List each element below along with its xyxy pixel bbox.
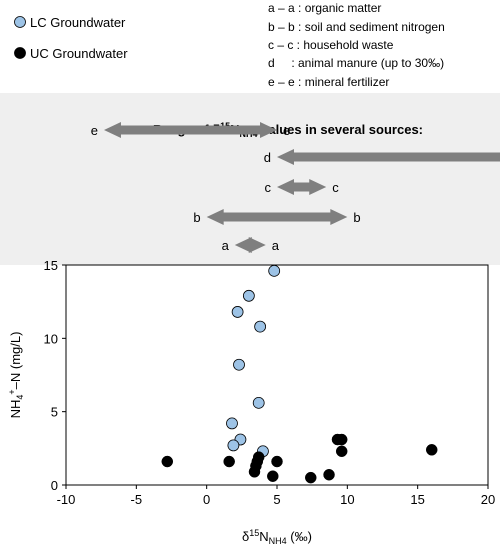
uc-groundwater-point [248,466,261,478]
source-range-label-a: a [222,238,230,253]
source-key-d: d : animal manure (up to 30‰) [268,56,444,70]
source-range-label-d: d [264,150,271,165]
x-axis-label: δ15NNH4 (‰) [242,528,312,546]
lc-groundwater-point [233,358,245,371]
lc-groundwater-point [254,320,267,333]
source-range-label-a: a [272,238,280,253]
uc-groundwater-point [267,470,279,482]
lc-groundwater-point [268,264,281,277]
source-range-arrow-d [277,149,500,165]
lc-groundwater-point [226,417,238,430]
source-range-label-e: e [91,123,98,138]
uc-groundwater-point [271,455,283,468]
lc-groundwater-point [242,289,255,302]
y-tick-label: 15 [44,258,58,273]
source-key-a: a – a : organic matter [268,1,381,15]
source-range-panel [0,93,500,265]
source-range-label-c: c [332,180,339,195]
source-key-c: c – c : household waste [268,38,394,52]
uc-groundwater-point [305,471,317,484]
uc-groundwater-point [223,455,235,468]
x-tick-label: -5 [131,492,143,507]
plot-frame [65,264,489,486]
source-range-label-e: e [283,123,290,138]
x-tick-label: 15 [410,492,424,507]
legend: LC Groundwater UC Groundwater [14,15,128,61]
x-tick-label: 0 [203,492,210,507]
source-key-b: b – b : soil and sediment nitrogen [268,20,445,34]
lc-groundwater-point [231,306,244,318]
source-range-arrow-b [206,209,348,225]
x-tick-label: 20 [481,492,495,507]
x-axis-ticks: -10 -5 0 5 10 15 20 [57,485,495,507]
source-range-label-c: c [265,180,272,195]
x-tick-label: -10 [57,492,76,507]
legend-marker-uc [14,47,26,59]
source-range-arrow-e [103,122,277,138]
uc-groundwater-point [425,444,438,456]
x-tick-label: 5 [273,492,280,507]
source-range-label-b: b [353,210,360,225]
legend-label-uc: UC Groundwater [30,46,128,61]
y-axis-ticks: 0 5 10 15 [44,258,66,493]
y-tick-label: 5 [51,405,58,420]
y-tick-label: 10 [44,331,58,346]
source-key: a – a : organic matter b – b : soil and … [268,1,445,89]
source-range-arrow-a [234,237,266,253]
uc-groundwater-point [335,433,348,446]
source-range-arrow-c [277,179,327,195]
legend-marker-lc [14,16,26,28]
lc-groundwater-point [227,439,240,452]
uc-groundwater-point [323,468,335,481]
lc-groundwater-point [252,396,265,409]
source-range-arrows: e edc cb ba a [91,122,500,253]
y-tick-label: 0 [51,478,58,493]
uc-groundwater-point [335,445,348,458]
uc-groundwater-point [161,455,174,468]
y-axis-label: NH4+–N (mg/L) [7,332,25,419]
x-tick-label: 10 [340,492,354,507]
source-key-e: e – e : mineral fertilizer [268,75,389,89]
source-range-label-b: b [193,210,200,225]
data-points [161,264,438,484]
legend-label-lc: LC Groundwater [30,15,126,30]
